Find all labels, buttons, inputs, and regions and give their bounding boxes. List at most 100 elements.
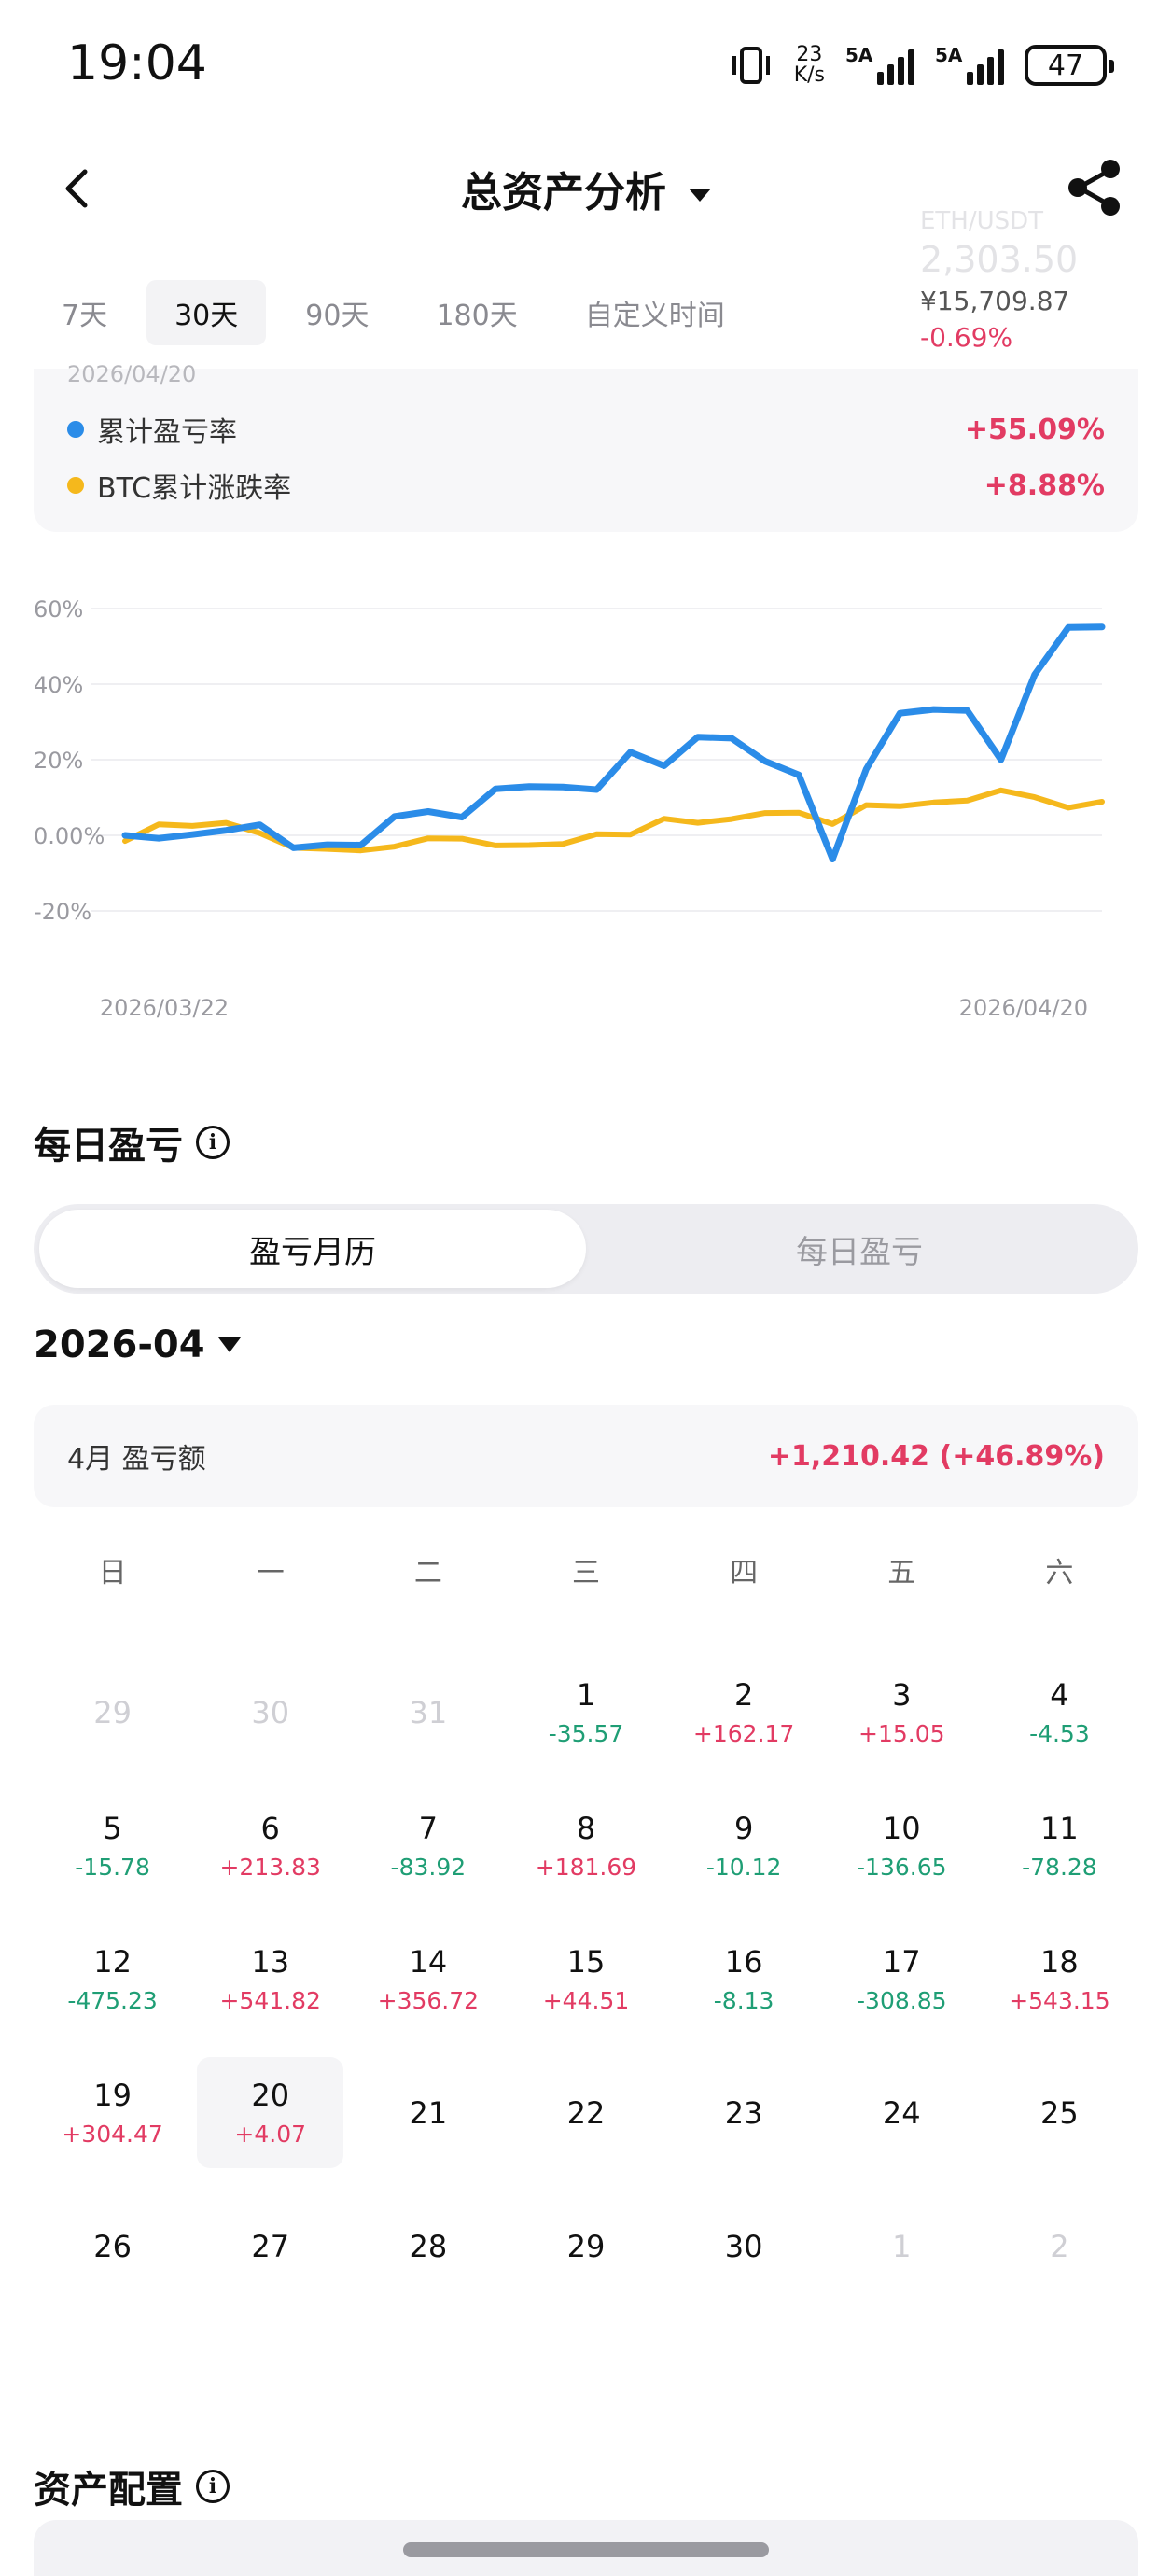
calendar-day-number: 6	[260, 1811, 280, 1846]
calendar-day-pnl: +541.82	[219, 1987, 321, 2014]
calendar-day-number: 18	[1040, 1944, 1079, 1980]
calendar-day[interactable]: 7 -83.92	[355, 1790, 501, 1901]
calendar-day[interactable]: 30	[671, 2191, 817, 2302]
daily-pnl-heading: 每日盈亏 i	[34, 1115, 230, 1169]
calendar-day[interactable]: 2 +162.17	[671, 1657, 817, 1768]
chart-legend-card: 2026/04/20 累计盈亏率 +55.09% BTC累计涨跌率 +8.88%	[34, 361, 1138, 532]
calendar-day[interactable]: 14 +356.72	[355, 1924, 501, 2035]
info-icon[interactable]: i	[196, 2470, 230, 2503]
calendar-day: 29	[39, 1657, 186, 1768]
calendar-day[interactable]: 21	[355, 2057, 501, 2168]
month-label: 2026-04	[34, 1323, 205, 1366]
legend-item-pnl: 累计盈亏率 +55.09%	[67, 406, 1105, 453]
month-picker[interactable]: 2026-04	[34, 1323, 241, 1366]
legend-dot-blue	[67, 421, 84, 438]
legend-value: +8.88%	[984, 469, 1105, 502]
calendar-day[interactable]: 8 +181.69	[512, 1790, 659, 1901]
segment-pnl-calendar[interactable]: 盈亏月历	[39, 1210, 586, 1288]
y-tick-label: -20%	[34, 899, 91, 925]
legend-dot-yellow	[67, 477, 84, 494]
calendar-day[interactable]: 19 +304.47	[39, 2057, 186, 2168]
calendar-day[interactable]: 29	[512, 2191, 659, 2302]
calendar-day[interactable]: 27	[197, 2191, 343, 2302]
series-line-btc	[122, 787, 1105, 854]
weekday-mon: 一	[256, 1557, 285, 1589]
info-icon[interactable]: i	[196, 1126, 230, 1159]
pnl-view-segmented-control: 盈亏月历 每日盈亏	[34, 1204, 1138, 1294]
y-tick-label: 20%	[34, 748, 83, 774]
legend-label: BTC累计涨跌率	[97, 472, 292, 505]
calendar-day-number: 2	[1050, 2228, 1069, 2264]
calendar-day-number: 2	[733, 1677, 754, 1713]
calendar-day[interactable]: 26	[39, 2191, 186, 2302]
status-icons: 23 K/s 5A 5A 47	[729, 37, 1114, 93]
calendar-day[interactable]: 23	[671, 2057, 817, 2168]
calendar-day-number: 3	[892, 1677, 912, 1713]
calendar-day[interactable]: 1 -35.57	[512, 1657, 659, 1768]
calendar-day[interactable]: 22	[512, 2057, 659, 2168]
cumulative-pnl-chart[interactable]: 60% 40% 20% 0.00% -20% 2026/03/22 2026/04/20	[34, 560, 1138, 1045]
tab-custom-time[interactable]: 自定义时间	[584, 300, 725, 332]
calendar-day-number: 19	[93, 2078, 132, 2113]
calendar-day-pnl: +162.17	[692, 1720, 795, 1747]
calendar-day-number: 12	[93, 1944, 132, 1980]
calendar-day-number: 29	[566, 2228, 606, 2264]
calendar-day[interactable]: 28	[355, 2191, 501, 2302]
calendar-day[interactable]: 13 +541.82	[197, 1924, 343, 2035]
calendar-day[interactable]: 15 +44.51	[512, 1924, 659, 2035]
calendar-day-number: 14	[409, 1944, 448, 1980]
back-button[interactable]	[49, 161, 105, 217]
weekday-fri: 五	[887, 1557, 916, 1589]
calendar-day[interactable]: 9 -10.12	[671, 1790, 817, 1901]
calendar-day[interactable]: 3 +15.05	[829, 1657, 975, 1768]
calendar-day[interactable]: 10 -136.65	[829, 1790, 975, 1901]
tab-180d[interactable]: 180天	[436, 300, 518, 332]
calendar-day-number: 13	[251, 1944, 290, 1980]
asset-allocation-heading: 资产配置 i	[34, 2459, 230, 2513]
calendar-day[interactable]: 5 -15.78	[39, 1790, 186, 1901]
month-summary: 4月 盈亏额 +1,210.42 (+46.89%)	[34, 1405, 1138, 1507]
range-tabs: 7天 30天 90天 180天 自定义时间	[34, 280, 753, 345]
tab-30d[interactable]: 30天	[146, 280, 267, 345]
calendar-day[interactable]: 4 -4.53	[986, 1657, 1133, 1768]
share-icon[interactable]	[1064, 157, 1125, 218]
calendar-day-pnl: +4.07	[234, 2121, 307, 2148]
calendar-day-number: 8	[576, 1811, 596, 1846]
calendar-day-number: 24	[882, 2094, 921, 2131]
month-summary-value: +1,210.42 (+46.89%)	[767, 1439, 1105, 1473]
ticker-widget[interactable]: ETH/USDT 2,303.50 ¥15,709.87 -0.69%	[920, 207, 1088, 353]
calendar-day-pnl: -35.57	[548, 1720, 624, 1747]
weekday-thu: 四	[730, 1557, 759, 1589]
calendar-day-pnl: -78.28	[1022, 1854, 1097, 1881]
ticker-cny-price: ¥15,709.87	[920, 286, 1070, 316]
calendar-day[interactable]: 18 +543.15	[986, 1924, 1133, 2035]
tab-7d[interactable]: 7天	[62, 300, 108, 332]
tab-90d[interactable]: 90天	[305, 300, 370, 332]
calendar-day[interactable]: 11 -78.28	[986, 1790, 1133, 1901]
x-tick-label: 2026/04/20	[959, 995, 1088, 1021]
battery-icon: 47	[1025, 45, 1114, 86]
calendar-day-pnl: -15.78	[75, 1854, 150, 1881]
month-summary-label: 4月 盈亏额	[67, 1443, 206, 1476]
calendar-day[interactable]: 12 -475.23	[39, 1924, 186, 2035]
calendar-day[interactable]: 17 -308.85	[829, 1924, 975, 2035]
segment-daily-pnl[interactable]: 每日盈亏	[796, 1233, 923, 1271]
calendar-day[interactable]: 25	[986, 2057, 1133, 2168]
calendar-day[interactable]: 6 +213.83	[197, 1790, 343, 1901]
calendar-day[interactable]: 24	[829, 2057, 975, 2168]
legend-item-btc: BTC累计涨跌率 +8.88%	[67, 462, 1105, 509]
page-title: 总资产分析	[461, 169, 666, 217]
vibrate-icon	[732, 47, 770, 84]
y-tick-label: 0.00%	[34, 823, 105, 849]
caret-down-icon	[217, 1337, 241, 1352]
calendar-day-pnl: -136.65	[857, 1854, 947, 1881]
page-title-dropdown[interactable]: 总资产分析	[0, 159, 1172, 218]
calendar-day[interactable]: 16 -8.13	[671, 1924, 817, 2035]
weekday-sun: 日	[98, 1557, 127, 1589]
calendar-day-number: 15	[566, 1944, 606, 1980]
calendar-day-pnl: -83.92	[390, 1854, 467, 1881]
calendar-day[interactable]: 20 +4.07	[197, 2057, 344, 2168]
calendar-day-number: 11	[1040, 1811, 1079, 1846]
calendar-day-number: 29	[93, 1694, 132, 1730]
chevron-left-icon	[65, 169, 88, 208]
